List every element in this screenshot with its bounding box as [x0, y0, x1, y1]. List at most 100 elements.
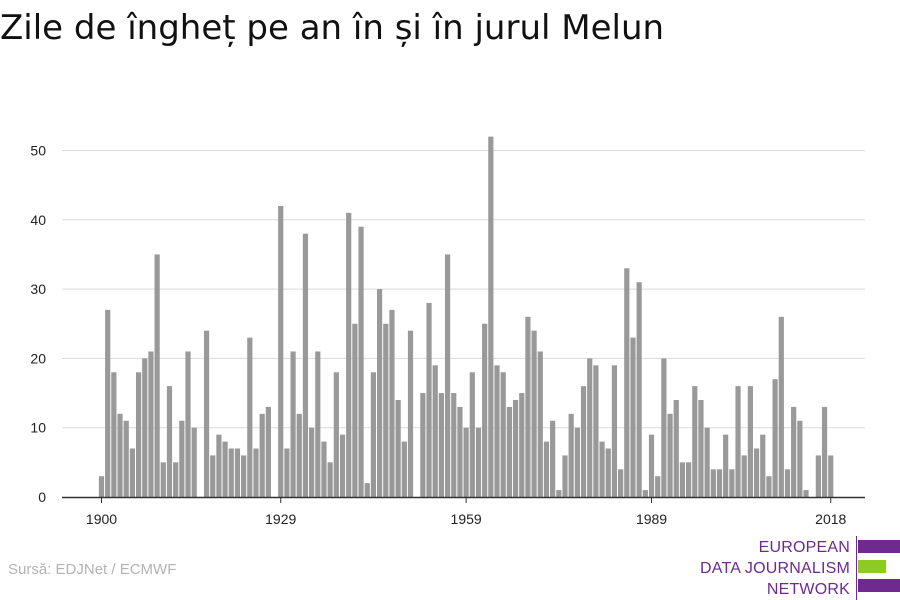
- bar-1915: [191, 427, 197, 497]
- gridlines: [62, 150, 865, 429]
- x-tick-label: 2018: [815, 511, 846, 527]
- bar-1973: [550, 420, 556, 497]
- bar-1966: [506, 406, 512, 497]
- bar-1954: [432, 365, 438, 497]
- bar-2012: [791, 406, 797, 497]
- bar-2005: [747, 386, 753, 497]
- bar-1947: [389, 309, 395, 497]
- bar-1986: [630, 337, 636, 497]
- bar-1917: [203, 330, 210, 497]
- bar-1968: [519, 393, 525, 497]
- bar-1909: [154, 254, 160, 497]
- logo-line-3: NETWORK: [766, 581, 850, 598]
- bar-1971: [537, 351, 543, 497]
- bar-1982: [605, 448, 611, 497]
- bar-1994: [679, 462, 686, 497]
- bar-1965: [500, 372, 506, 497]
- bar-1923: [241, 455, 247, 497]
- bar-1961: [475, 427, 482, 497]
- bar-1914: [185, 351, 191, 497]
- bar-1984: [618, 469, 624, 497]
- x-tick-label: 1959: [451, 511, 482, 527]
- bar-1950: [407, 330, 414, 497]
- bar-1962: [482, 323, 488, 497]
- bar-2003: [735, 386, 741, 497]
- y-tick-label: 20: [30, 350, 46, 366]
- bar-1955: [438, 393, 444, 497]
- bar-1980: [593, 365, 599, 497]
- logo-mark-icon: [858, 540, 900, 592]
- bar-1988: [642, 490, 648, 497]
- bar-1934: [309, 427, 315, 497]
- bar-1963: [488, 136, 494, 497]
- y-tick-label: 40: [30, 212, 46, 228]
- bar-1940: [346, 212, 352, 497]
- bar-1958: [457, 406, 463, 497]
- bar-1941: [352, 323, 358, 497]
- chart-title: Zile de îngheț pe an în și în jurul Melu…: [0, 8, 665, 48]
- bar-1999: [710, 469, 716, 497]
- bar-1927: [265, 406, 271, 497]
- bar-2018: [828, 455, 834, 497]
- bar-2001: [723, 434, 729, 497]
- bar-1945: [377, 289, 383, 497]
- bar-1908: [148, 351, 154, 497]
- bar-1911: [166, 386, 173, 497]
- bar-1907: [142, 358, 148, 497]
- bar-1944: [370, 372, 377, 497]
- y-tick-label: 30: [30, 281, 46, 297]
- bar-1964: [494, 365, 500, 497]
- bar-1937: [327, 462, 333, 497]
- x-tick-label: 1989: [636, 511, 667, 527]
- bar-1983: [611, 365, 618, 497]
- bar-2006: [753, 448, 760, 497]
- bar-1989: [648, 434, 655, 497]
- bar-1920: [222, 441, 228, 497]
- bar-1902: [111, 372, 117, 497]
- bar-1974: [556, 490, 562, 497]
- axes: 0 10 20 30 40 50 1900 1929 1959 1989 2018: [30, 143, 865, 527]
- bar-1970: [531, 330, 537, 497]
- bar-1913: [179, 420, 185, 497]
- bar-1946: [383, 323, 389, 497]
- bar-1938: [333, 372, 339, 497]
- bar-1993: [673, 399, 679, 497]
- bar-1975: [562, 455, 568, 497]
- bar-1969: [525, 316, 531, 497]
- bar-1929: [278, 205, 284, 497]
- bar-2016: [815, 455, 821, 497]
- y-tick-label: 50: [30, 143, 46, 159]
- bar-1918: [210, 455, 216, 497]
- bar-1948: [395, 399, 401, 497]
- bar-1992: [667, 413, 673, 497]
- bar-1905: [129, 448, 135, 497]
- bar-1996: [692, 386, 698, 497]
- bar-1991: [661, 358, 667, 497]
- x-tick-label: 1900: [86, 511, 117, 527]
- bar-1901: [105, 309, 111, 497]
- logo-divider: [856, 536, 857, 600]
- bar-1922: [234, 448, 241, 497]
- bar-1904: [123, 420, 129, 497]
- bar-1942: [358, 226, 364, 498]
- bar-2011: [784, 469, 791, 497]
- logo-line-1: EUROPEAN: [758, 539, 850, 556]
- bar-1960: [469, 372, 475, 497]
- bar-1924: [247, 337, 253, 497]
- edjnet-logo[interactable]: EUROPEAN DATA JOURNALISM NETWORK: [700, 536, 900, 600]
- source-note: Sursă: EDJNet / ECMWF: [8, 561, 177, 578]
- bar-1932: [296, 413, 302, 497]
- bar-2009: [772, 379, 778, 497]
- bar-1939: [339, 434, 346, 497]
- bar-1995: [686, 462, 692, 497]
- bar-1981: [599, 441, 605, 497]
- bar-1936: [321, 441, 327, 497]
- bar-2014: [803, 490, 809, 497]
- bar-1979: [587, 358, 593, 497]
- bar-1933: [302, 233, 309, 497]
- bar-1987: [636, 282, 642, 497]
- bar-1931: [290, 351, 296, 497]
- bar-1967: [512, 399, 519, 497]
- bar-1921: [228, 448, 234, 497]
